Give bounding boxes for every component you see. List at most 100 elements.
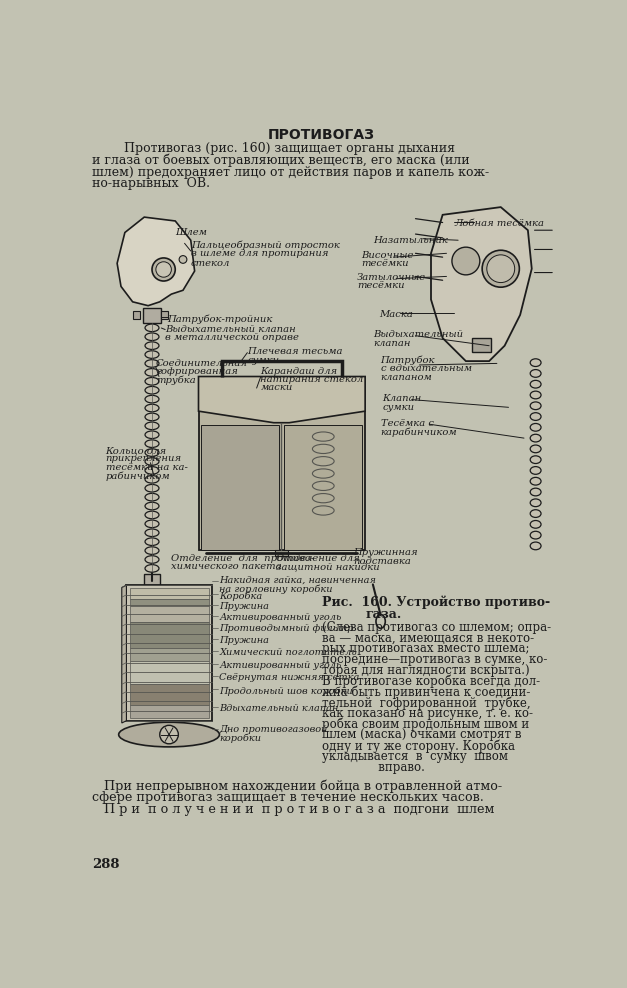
Text: торая для наглядности вскрыта.): торая для наглядности вскрыта.) <box>322 664 530 677</box>
Ellipse shape <box>145 431 159 439</box>
Ellipse shape <box>145 564 159 572</box>
Ellipse shape <box>145 546 159 554</box>
Circle shape <box>160 725 178 744</box>
Ellipse shape <box>530 445 541 453</box>
Text: сумки: сумки <box>382 403 414 412</box>
Ellipse shape <box>145 511 159 519</box>
Circle shape <box>452 247 480 275</box>
Text: Височные: Височные <box>361 251 414 260</box>
Text: Плечевая тесьма: Плечевая тесьма <box>247 347 343 357</box>
Text: ПРОТИВОГАЗ: ПРОТИВОГАЗ <box>268 127 374 142</box>
Text: рабинчиком: рабинчиком <box>105 471 170 481</box>
Text: натирания стекол: натирания стекол <box>260 375 364 384</box>
Bar <box>130 648 209 661</box>
Text: тесёмки на ка-: тесёмки на ка- <box>105 462 187 471</box>
Bar <box>201 425 279 549</box>
Ellipse shape <box>530 532 541 539</box>
Text: тесёмки: тесёмки <box>361 260 409 269</box>
Text: Карандаш для: Карандаш для <box>260 367 337 375</box>
Ellipse shape <box>530 521 541 529</box>
Text: трубка: трубка <box>156 375 196 385</box>
Ellipse shape <box>530 413 541 421</box>
Text: Свёрнутая нижняя сетка: Свёрнутая нижняя сетка <box>219 673 360 682</box>
Bar <box>284 425 362 549</box>
Text: рых противогазах вместо шлема;: рых противогазах вместо шлема; <box>322 642 530 655</box>
Text: посредине—противогаз в сумке, ко-: посредине—противогаз в сумке, ко- <box>322 653 548 666</box>
Ellipse shape <box>145 529 159 536</box>
Text: как показано на рисунке, т. е. ко-: как показано на рисунке, т. е. ко- <box>322 706 534 720</box>
Bar <box>143 308 161 323</box>
Ellipse shape <box>530 499 541 507</box>
Text: Активированный уголь: Активированный уголь <box>219 613 342 621</box>
Ellipse shape <box>145 386 159 394</box>
Text: Шлем: Шлем <box>176 228 207 237</box>
Text: Противодымный фильтр: Противодымный фильтр <box>219 624 354 633</box>
Ellipse shape <box>530 391 541 399</box>
Text: Отделение для: Отделение для <box>276 553 360 562</box>
Text: Пружина: Пружина <box>219 602 270 612</box>
Text: гофрированная: гофрированная <box>156 368 238 376</box>
Text: но-нарывных  ОВ.: но-нарывных ОВ. <box>92 178 210 191</box>
Ellipse shape <box>530 455 541 463</box>
Bar <box>472 338 491 352</box>
Polygon shape <box>199 376 365 423</box>
Text: Соединительная: Соединительная <box>156 359 248 368</box>
Text: тельной  гофрированной  трубке,: тельной гофрированной трубке, <box>322 697 531 709</box>
Text: укладывается  в  сумку  швом: укладывается в сумку швом <box>322 750 508 763</box>
Text: Пальцеобразный отросток: Пальцеобразный отросток <box>191 240 340 250</box>
Text: Коробка: Коробка <box>219 592 263 601</box>
Text: клапаном: клапаном <box>381 372 433 381</box>
Ellipse shape <box>145 342 159 350</box>
Ellipse shape <box>145 377 159 385</box>
Bar <box>144 574 160 585</box>
Ellipse shape <box>145 333 159 341</box>
Text: маски: маски <box>260 383 293 392</box>
Text: Противогаз (рис. 160) защищает органы дыхания: Противогаз (рис. 160) защищает органы ды… <box>92 141 455 155</box>
Ellipse shape <box>530 380 541 388</box>
Text: химического пакета: химического пакета <box>171 562 282 571</box>
Ellipse shape <box>145 555 159 563</box>
Text: сумки: сумки <box>247 356 280 365</box>
Text: При непрерывном нахождении бойца в отравленной атмо-: При непрерывном нахождении бойца в отрав… <box>92 780 502 792</box>
Text: одну и ту же сторону. Коробка: одну и ту же сторону. Коробка <box>322 739 515 753</box>
Text: в металлической оправе: в металлической оправе <box>165 333 299 343</box>
Ellipse shape <box>530 466 541 474</box>
Bar <box>130 684 209 704</box>
Polygon shape <box>431 207 532 361</box>
Text: жна быть привинчена к соедини-: жна быть привинчена к соедини- <box>322 686 531 699</box>
Text: вправо.: вправо. <box>322 761 425 774</box>
Bar <box>130 607 209 621</box>
Text: карабинчиком: карабинчиком <box>381 428 457 437</box>
Text: шлем) предохраняет лицо от действия паров и капель кож-: шлем) предохраняет лицо от действия паро… <box>92 166 490 179</box>
Text: Отделение  для  противо-: Отделение для противо- <box>171 553 315 562</box>
Text: Пружинная: Пружинная <box>354 548 418 557</box>
Text: Лобная тесёмка: Лобная тесёмка <box>454 218 544 227</box>
Text: прикрепления: прикрепления <box>105 454 182 463</box>
Text: сфере противогаз защищает в течение нескольких часов.: сфере противогаз защищает в течение неск… <box>92 791 484 804</box>
Polygon shape <box>122 585 127 723</box>
Ellipse shape <box>145 440 159 448</box>
Text: Маска: Маска <box>379 309 413 318</box>
Text: Вдыхательный клапан: Вдыхательный клапан <box>219 703 339 712</box>
Text: Продольный шов коробки: Продольный шов коробки <box>219 686 353 696</box>
Bar <box>134 311 140 319</box>
Text: Тесёмка с: Тесёмка с <box>381 419 434 428</box>
Ellipse shape <box>145 360 159 368</box>
Ellipse shape <box>145 369 159 376</box>
Polygon shape <box>117 217 194 305</box>
Ellipse shape <box>145 449 159 456</box>
Text: Дно противогазовой: Дно противогазовой <box>219 724 328 733</box>
Bar <box>130 704 209 717</box>
Bar <box>130 599 209 607</box>
Text: Активированный уголь: Активированный уголь <box>219 661 342 670</box>
Text: Патрубок: Патрубок <box>381 356 435 366</box>
Ellipse shape <box>530 370 541 377</box>
Text: газа.: газа. <box>365 608 401 620</box>
Text: защитной накидки: защитной накидки <box>276 562 380 571</box>
Text: на горловину коробки: на горловину коробки <box>219 585 333 594</box>
Text: клапан: клапан <box>373 339 411 348</box>
Text: Кольцо для: Кольцо для <box>105 446 167 454</box>
Ellipse shape <box>145 404 159 412</box>
Ellipse shape <box>145 395 159 403</box>
Ellipse shape <box>119 722 219 747</box>
